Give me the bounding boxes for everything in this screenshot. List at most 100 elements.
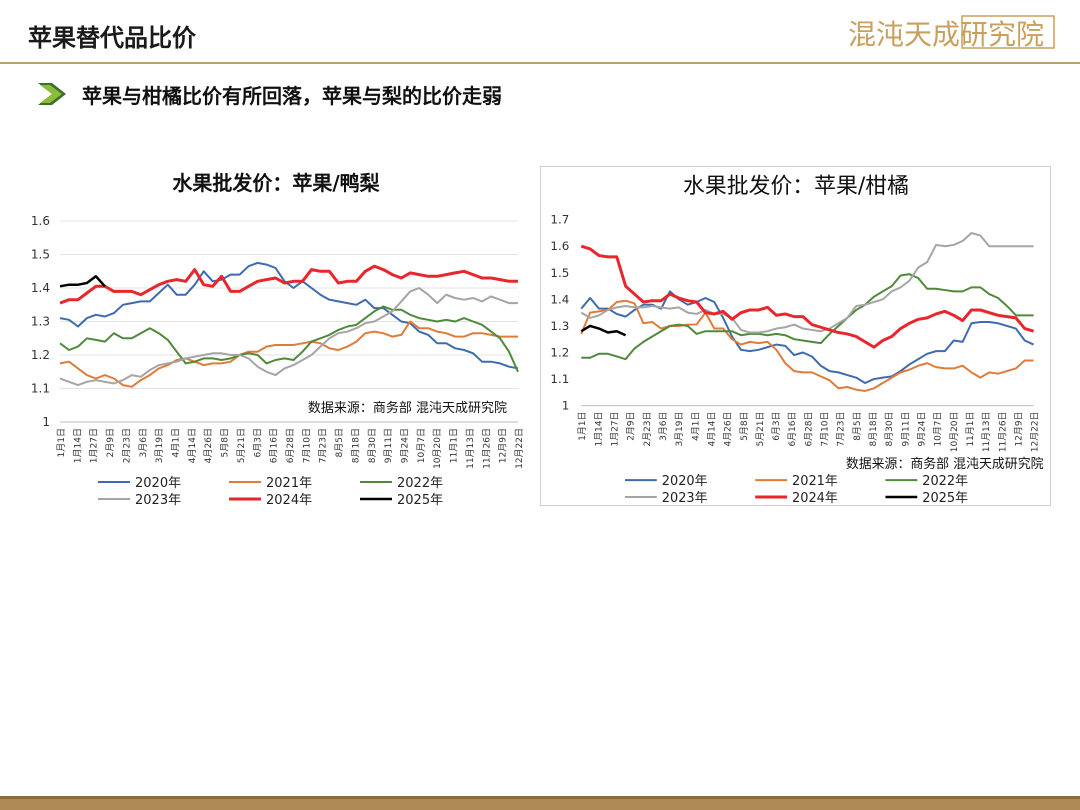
- chart-title: 水果批发价：苹果/柑橘: [683, 174, 909, 199]
- x-tick-label: 3月6日: [138, 428, 149, 457]
- series-line-2025年: [580, 324, 627, 337]
- x-tick-label: 4月1日: [171, 428, 182, 457]
- x-tick-label: 8月18日: [350, 428, 361, 463]
- x-tick-label: 6月16日: [787, 412, 798, 447]
- subheading: 苹果与柑橘比价有所回落，苹果与梨的比价走弱: [36, 80, 502, 108]
- legend-label: 2024年: [792, 491, 838, 506]
- y-tick-label: 1.3: [31, 315, 50, 329]
- x-tick-label: 4月14日: [706, 412, 717, 447]
- x-tick-label: 10月20日: [432, 428, 443, 469]
- y-tick-label: 1.6: [31, 214, 50, 228]
- legend-label: 2020年: [135, 476, 181, 491]
- x-tick-label: 9月24日: [400, 428, 411, 463]
- x-tick-label: 6月3日: [252, 428, 263, 457]
- x-tick-label: 9月11日: [900, 412, 911, 447]
- y-tick-label: 1.2: [31, 348, 50, 362]
- y-tick-label: 1: [42, 415, 50, 429]
- x-tick-label: 12月9日: [498, 428, 509, 463]
- x-tick-label: 3月19日: [674, 412, 685, 447]
- x-tick-label: 12月22日: [514, 428, 525, 469]
- x-tick-label: 6月16日: [269, 428, 280, 463]
- x-tick-label: 9月11日: [383, 428, 394, 463]
- chart-apple-pear: 水果批发价：苹果/鸭梨 1 1.1 1.2 1.3 1.4 1.5 1.6 1月1日 1月14日 1…: [31, 171, 525, 508]
- x-tick-label: 7月23日: [836, 412, 847, 447]
- legend-label: 2025年: [397, 493, 443, 508]
- x-tick-label: 12月22日: [1030, 412, 1041, 453]
- x-tick-label: 5月8日: [220, 428, 231, 457]
- brand-logo: 混沌天成研究院: [848, 15, 1055, 51]
- chart-title: 水果批发价：苹果/鸭梨: [172, 171, 380, 195]
- legend-label: 2022年: [397, 476, 443, 491]
- y-tick-label: 1.4: [550, 292, 569, 306]
- legend-label: 2025年: [922, 491, 968, 506]
- series-line-2020年: [59, 261, 519, 370]
- y-tick-label: 1.5: [31, 248, 50, 262]
- x-tick-label: 8月5日: [852, 412, 863, 441]
- x-tick-label: 10月7日: [933, 412, 944, 447]
- x-tick-label: 10月20日: [949, 412, 960, 453]
- x-tick-label: 4月26日: [723, 412, 734, 447]
- chevron-right-icon: [38, 83, 66, 105]
- y-tick-label: 1.1: [31, 382, 50, 396]
- source-note: 数据来源：商务部 混沌天成研究院: [846, 456, 1044, 472]
- y-tick-label: 1.4: [31, 281, 50, 295]
- y-tick-label: 1: [562, 399, 570, 413]
- x-tick-label: 2月9日: [626, 412, 637, 441]
- x-tick-label: 1月1日: [577, 412, 588, 441]
- x-tick-label: 1月27日: [610, 412, 621, 447]
- legend-label: 2024年: [266, 493, 312, 508]
- series-line-2025年: [59, 275, 106, 288]
- x-tick-label: 10月7日: [416, 428, 427, 463]
- x-tick-label: 4月26日: [203, 428, 214, 463]
- x-tick-label: 11月13日: [465, 428, 476, 469]
- x-tick-label: 9月24日: [916, 412, 927, 447]
- x-tick-label: 6月28日: [285, 428, 296, 463]
- x-tick-label: 2月23日: [121, 428, 132, 463]
- legend-label: 2020年: [662, 474, 708, 489]
- series-line-2021年: [580, 299, 1034, 392]
- legend-label: 2021年: [792, 474, 838, 489]
- header-divider: [0, 62, 1080, 64]
- subheading-text: 苹果与柑橘比价有所回落，苹果与梨的比价走弱: [82, 83, 502, 108]
- x-tick-label: 2月9日: [105, 428, 116, 457]
- chart-apple-citrus: 水果批发价：苹果/柑橘 1 1.1 1.2 1.3 1.4 1.5 1.6 1.7 1月1日 1月1…: [540, 166, 1051, 506]
- y-tick-label: 1.1: [550, 372, 569, 386]
- page-title: 苹果替代品比价: [28, 23, 196, 52]
- y-tick-label: 1.7: [550, 213, 569, 227]
- series-line-2023年: [59, 287, 518, 387]
- x-tick-label: 2月23日: [642, 412, 653, 447]
- x-tick-label: 11月1日: [965, 412, 976, 447]
- x-tick-label: 4月14日: [187, 428, 198, 463]
- series-line-2021年: [59, 320, 518, 388]
- x-tick-label: 5月8日: [739, 412, 750, 441]
- source-note: 数据来源：商务部 混沌天成研究院: [308, 400, 507, 416]
- x-tick-label: 7月23日: [318, 428, 329, 463]
- x-tick-label: 12月9日: [1013, 412, 1024, 447]
- x-tick-label: 11月26日: [481, 428, 492, 469]
- y-tick-label: 1.5: [550, 266, 569, 280]
- y-tick-label: 1.3: [550, 319, 569, 333]
- x-tick-label: 1月1日: [56, 428, 67, 457]
- x-tick-label: 6月28日: [803, 412, 814, 447]
- x-tick-label: 5月21日: [755, 412, 766, 447]
- x-tick-label: 3月6日: [658, 412, 669, 441]
- series-line-2022年: [581, 273, 1034, 361]
- x-tick-label: 8月5日: [334, 428, 345, 457]
- series-line-2024年: [580, 244, 1035, 349]
- x-tick-label: 5月21日: [236, 428, 247, 463]
- x-tick-label: 8月30日: [884, 412, 895, 447]
- x-tick-label: 7月10日: [301, 428, 312, 463]
- series-line-2022年: [59, 305, 519, 373]
- x-tick-label: 1月14日: [72, 428, 83, 463]
- y-tick-label: 1.6: [550, 239, 569, 253]
- x-tick-label: 1月14日: [593, 412, 604, 447]
- legend-label: 2021年: [266, 476, 312, 491]
- x-tick-label: 3月19日: [154, 428, 165, 463]
- legend-label: 2023年: [135, 493, 181, 508]
- x-tick-label: 7月10日: [820, 412, 831, 447]
- x-tick-label: 11月26日: [997, 412, 1008, 453]
- logo-text: 混沌天成研究院: [848, 18, 1044, 51]
- legend-label: 2022年: [922, 474, 968, 489]
- footer-bar: [0, 796, 1080, 810]
- x-tick-label: 11月13日: [981, 412, 992, 453]
